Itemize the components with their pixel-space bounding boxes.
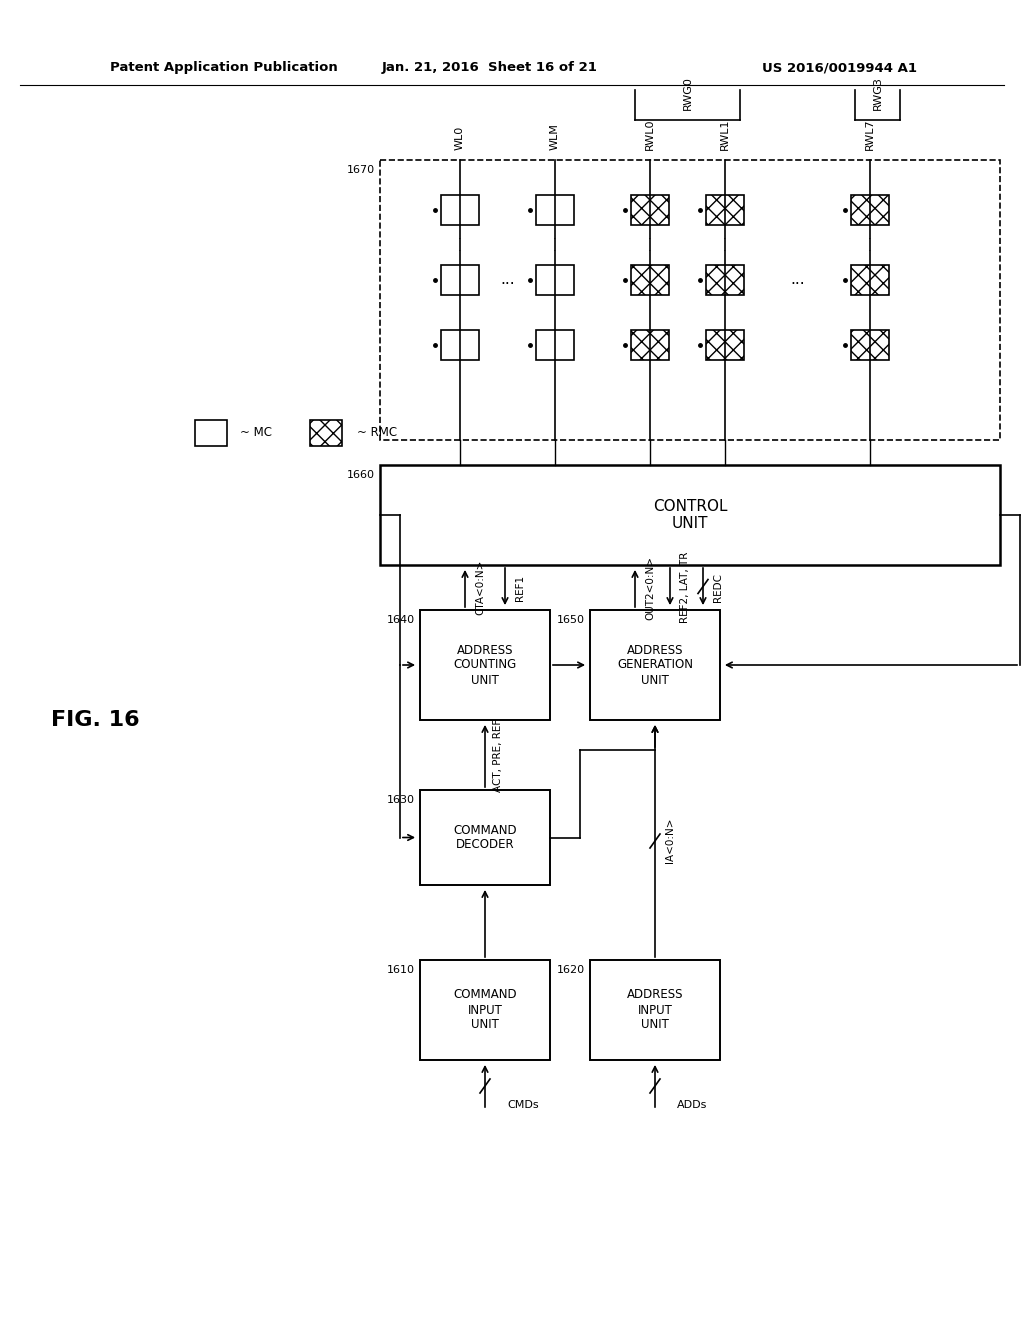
Text: REF1: REF1 — [515, 574, 525, 601]
Text: 1660: 1660 — [347, 470, 375, 480]
Bar — [310, 420, 342, 446]
Text: RWL1: RWL1 — [720, 119, 730, 150]
Text: FIG. 16: FIG. 16 — [50, 710, 139, 730]
Text: REDC: REDC — [713, 573, 723, 602]
Text: OUT2<0:N>: OUT2<0:N> — [645, 556, 655, 619]
Bar — [536, 265, 574, 294]
Bar — [380, 465, 1000, 565]
Text: ADDRESS
INPUT
UNIT: ADDRESS INPUT UNIT — [627, 989, 683, 1031]
Text: ~ RMC: ~ RMC — [357, 426, 397, 440]
Bar — [420, 610, 550, 719]
Bar — [536, 330, 574, 360]
Text: ~ MC: ~ MC — [240, 426, 272, 440]
Text: RWL7: RWL7 — [865, 119, 874, 150]
Text: Jan. 21, 2016  Sheet 16 of 21: Jan. 21, 2016 Sheet 16 of 21 — [382, 62, 598, 74]
Bar — [195, 420, 227, 446]
Bar — [631, 195, 669, 224]
Text: ·
·: · · — [868, 234, 871, 256]
Text: ...: ... — [791, 272, 805, 288]
Text: ...: ... — [500, 272, 515, 288]
Bar — [851, 195, 889, 224]
Text: ·
·: · · — [648, 234, 652, 256]
Text: 1650: 1650 — [557, 615, 585, 624]
Text: 1620: 1620 — [557, 965, 585, 975]
Text: COMMAND
INPUT
UNIT: COMMAND INPUT UNIT — [454, 989, 517, 1031]
Text: CTA<0:N>: CTA<0:N> — [475, 560, 485, 615]
Text: ADDs: ADDs — [677, 1100, 708, 1110]
Bar — [631, 265, 669, 294]
Text: WL0: WL0 — [455, 125, 465, 150]
Bar — [420, 960, 550, 1060]
Bar — [631, 330, 669, 360]
Bar — [590, 960, 720, 1060]
Text: ·
·: · · — [553, 234, 557, 256]
Bar — [851, 265, 889, 294]
Bar — [851, 330, 889, 360]
Text: Patent Application Publication: Patent Application Publication — [110, 62, 338, 74]
Text: 1670: 1670 — [347, 165, 375, 176]
Text: ACT, PRE, REF: ACT, PRE, REF — [493, 718, 503, 792]
Text: WLM: WLM — [550, 123, 560, 150]
Bar — [706, 265, 744, 294]
Text: CONTROL
UNIT: CONTROL UNIT — [652, 499, 727, 531]
Text: REF2, LAT, TR: REF2, LAT, TR — [680, 552, 690, 623]
Text: 1640: 1640 — [387, 615, 415, 624]
Bar — [441, 265, 479, 294]
Bar — [420, 789, 550, 884]
Text: ADDRESS
GENERATION
UNIT: ADDRESS GENERATION UNIT — [617, 644, 693, 686]
Text: ·
·: · · — [458, 234, 462, 256]
Text: RWL0: RWL0 — [645, 119, 655, 150]
Text: ·
·: · · — [723, 234, 727, 256]
Bar — [536, 195, 574, 224]
Text: RWG3: RWG3 — [872, 77, 883, 110]
Text: RWG0: RWG0 — [683, 77, 692, 110]
Text: COMMAND
DECODER: COMMAND DECODER — [454, 824, 517, 851]
Text: US 2016/0019944 A1: US 2016/0019944 A1 — [763, 62, 918, 74]
Bar — [441, 195, 479, 224]
Bar — [380, 160, 1000, 440]
Text: CMDs: CMDs — [507, 1100, 539, 1110]
Bar — [706, 195, 744, 224]
Bar — [590, 610, 720, 719]
Bar — [706, 330, 744, 360]
Text: IA<0:N>: IA<0:N> — [665, 817, 675, 863]
Text: ADDRESS
COUNTING
UNIT: ADDRESS COUNTING UNIT — [454, 644, 517, 686]
Bar — [441, 330, 479, 360]
Text: 1630: 1630 — [387, 795, 415, 805]
Text: 1610: 1610 — [387, 965, 415, 975]
